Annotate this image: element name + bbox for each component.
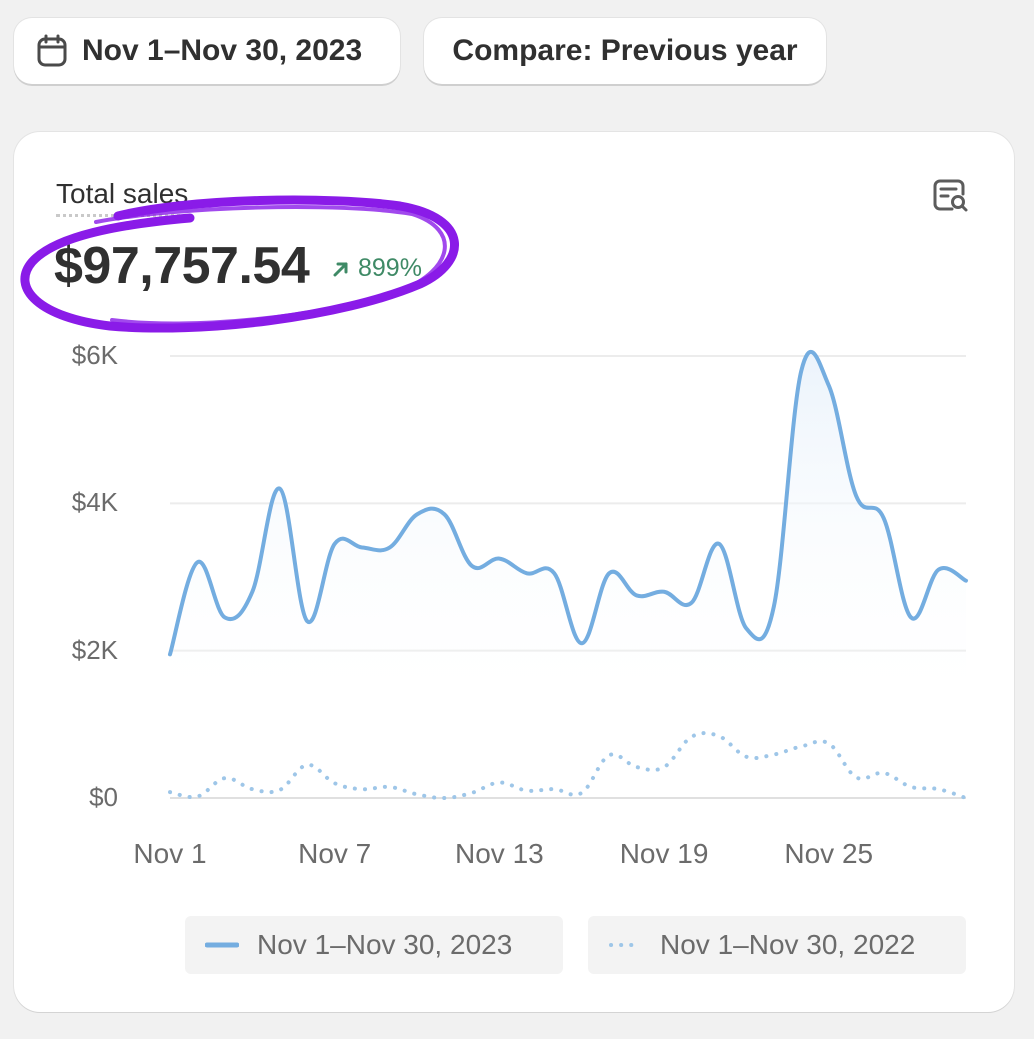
data-point-current[interactable] xyxy=(548,567,560,579)
x-tick-label: Nov 13 xyxy=(455,838,544,869)
data-point-current[interactable] xyxy=(466,560,478,572)
y-tick-label: $0 xyxy=(89,782,118,812)
data-point-previous[interactable] xyxy=(576,787,588,799)
data-point-previous[interactable] xyxy=(246,783,258,795)
series-line-current[interactable] xyxy=(168,350,968,657)
data-point-previous[interactable] xyxy=(466,787,478,799)
data-point-current[interactable] xyxy=(658,586,670,598)
data-point-previous[interactable] xyxy=(384,781,396,793)
data-point-current[interactable] xyxy=(219,612,231,624)
data-point-previous[interactable] xyxy=(960,792,972,804)
data-point-previous[interactable] xyxy=(521,785,533,797)
date-range-button[interactable]: Nov 1–Nov 30, 2023 xyxy=(14,18,400,84)
sales-line-chart xyxy=(164,350,972,804)
x-tick-label: Nov 1 xyxy=(133,838,207,869)
data-point-current[interactable] xyxy=(301,615,313,627)
data-point-current[interactable] xyxy=(164,648,176,660)
x-tick-label: Nov 19 xyxy=(619,838,709,869)
search-report-icon[interactable] xyxy=(932,178,970,214)
data-point-current[interactable] xyxy=(713,538,725,550)
data-point-current[interactable] xyxy=(795,365,807,377)
data-point-previous[interactable] xyxy=(301,759,313,771)
data-point-current[interactable] xyxy=(356,542,368,554)
data-point-previous[interactable] xyxy=(823,737,835,749)
data-point-previous[interactable] xyxy=(905,781,917,793)
data-point-previous[interactable] xyxy=(603,749,615,761)
data-point-previous[interactable] xyxy=(356,783,368,795)
data-point-previous[interactable] xyxy=(191,791,203,803)
data-point-current[interactable] xyxy=(329,538,341,550)
legend-item-previous[interactable]: Nov 1–Nov 30, 2022 xyxy=(588,916,966,974)
data-point-current[interactable] xyxy=(686,597,698,609)
calendar-icon xyxy=(37,34,67,67)
legend-label-previous: Nov 1–Nov 30, 2022 xyxy=(660,929,916,960)
date-range-label: Nov 1–Nov 30, 2023 xyxy=(82,34,363,67)
data-point-current[interactable] xyxy=(878,512,890,524)
data-point-current[interactable] xyxy=(191,556,203,568)
data-point-previous[interactable] xyxy=(740,751,752,763)
data-point-current[interactable] xyxy=(933,564,945,576)
data-point-previous[interactable] xyxy=(658,761,670,773)
legend-item-current[interactable]: Nov 1–Nov 30, 2023 xyxy=(185,916,563,974)
data-point-previous[interactable] xyxy=(631,761,643,773)
series-area-current xyxy=(170,351,966,718)
data-point-current[interactable] xyxy=(960,575,972,587)
data-point-previous[interactable] xyxy=(686,731,698,743)
series-line-previous[interactable] xyxy=(168,731,968,801)
data-point-previous[interactable] xyxy=(438,792,450,804)
data-point-current[interactable] xyxy=(521,567,533,579)
data-point-current[interactable] xyxy=(274,483,286,495)
y-tick-label: $2K xyxy=(71,634,118,665)
compare-button[interactable]: Compare: Previous year xyxy=(424,18,826,84)
legend-label-current: Nov 1–Nov 30, 2023 xyxy=(257,929,513,960)
data-point-previous[interactable] xyxy=(933,783,945,795)
data-point-current[interactable] xyxy=(631,589,643,601)
x-tick-label: Nov 7 xyxy=(298,838,372,869)
data-point-current[interactable] xyxy=(246,586,258,598)
data-point-current[interactable] xyxy=(438,508,450,520)
data-point-current[interactable] xyxy=(576,637,588,649)
data-point-current[interactable] xyxy=(603,567,615,579)
data-point-previous[interactable] xyxy=(878,767,890,779)
y-tick-label: $4K xyxy=(71,487,118,518)
total-sales-card: Total sales $97,757.54 899% $0 $2K $4K $6K … xyxy=(14,132,1014,1012)
dotted-line-swatch xyxy=(609,943,642,947)
data-point-previous[interactable] xyxy=(164,786,176,798)
data-point-previous[interactable] xyxy=(329,777,341,789)
data-point-previous[interactable] xyxy=(548,783,560,795)
data-point-previous[interactable] xyxy=(219,772,231,784)
data-point-current[interactable] xyxy=(493,553,505,565)
data-point-previous[interactable] xyxy=(411,788,423,800)
compare-label: Compare: Previous year xyxy=(452,34,798,67)
data-point-previous[interactable] xyxy=(274,784,286,796)
data-point-previous[interactable] xyxy=(850,771,862,783)
data-point-previous[interactable] xyxy=(795,740,807,752)
data-point-current[interactable] xyxy=(768,600,780,612)
x-tick-label: Nov 25 xyxy=(784,838,874,869)
solid-line-swatch xyxy=(205,942,239,948)
data-point-previous[interactable] xyxy=(713,730,725,742)
data-point-current[interactable] xyxy=(384,542,396,554)
y-tick-label: $6K xyxy=(71,340,118,370)
data-point-previous[interactable] xyxy=(493,777,505,789)
data-point-previous[interactable] xyxy=(768,749,780,761)
data-point-current[interactable] xyxy=(740,623,752,635)
data-point-current[interactable] xyxy=(850,490,862,502)
data-point-current[interactable] xyxy=(905,612,917,624)
data-point-current[interactable] xyxy=(823,379,835,391)
data-point-current[interactable] xyxy=(411,508,423,520)
